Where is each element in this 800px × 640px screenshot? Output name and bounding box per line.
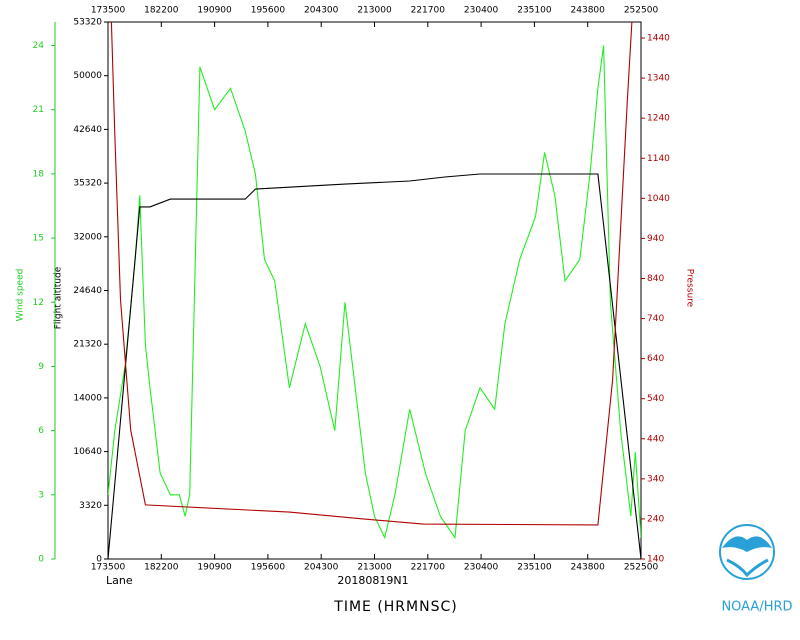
- annotation: Lane: [106, 574, 133, 587]
- pressure-axis-label: Pressure: [685, 269, 695, 308]
- x-tick-label-top: 243800: [571, 6, 606, 16]
- pressure-tick-label: 440: [647, 434, 664, 444]
- x-tick-label: 182200: [144, 563, 179, 573]
- x-tick-label: 213000: [357, 563, 392, 573]
- x-tick-label-top: 235100: [517, 6, 552, 16]
- x-tick-label: 195600: [251, 563, 286, 573]
- wind-tick-label: 21: [33, 105, 44, 115]
- pressure-tick-label: 1340: [647, 74, 670, 84]
- pressure-tick-label: 240: [647, 514, 664, 524]
- x-tick-label-top: 190900: [197, 6, 232, 16]
- wind-tick-label: 24: [33, 41, 45, 51]
- x-tick-label: 204300: [304, 563, 339, 573]
- x-tick-label-top: 230400: [464, 6, 499, 16]
- altitude-tick-label: 53320: [73, 18, 102, 28]
- pressure-tick-label: 340: [647, 474, 664, 484]
- x-tick-label-top: 204300: [304, 6, 339, 16]
- altitude-axis-label: Flight altitude: [54, 266, 64, 329]
- x-tick-label-top: 173500: [91, 6, 126, 16]
- x-tick-label-top: 182200: [144, 6, 179, 16]
- wind-tick-label: 6: [38, 426, 44, 436]
- x-tick-label: 173500: [91, 563, 126, 573]
- altitude-tick-label: 0: [96, 555, 102, 565]
- wind-tick-label: 9: [38, 362, 44, 372]
- pressure-tick-label: 1040: [647, 194, 670, 204]
- x-tick-label: 235100: [517, 563, 552, 573]
- x-tick-label: 243800: [571, 563, 606, 573]
- x-axis-label: TIME (HRMNSC): [333, 599, 457, 615]
- altitude-tick-label: 35320: [73, 179, 102, 189]
- series-line: [108, 45, 641, 540]
- altitude-tick-label: 21320: [73, 340, 102, 350]
- pressure-tick-label: 1140: [647, 154, 670, 164]
- plot-frame: [107, 21, 642, 560]
- wind-tick-label: 12: [33, 298, 44, 308]
- wind-tick-label: 18: [33, 169, 45, 179]
- credit: NOAA/HRD: [721, 600, 792, 615]
- altitude-tick-label: 10640: [73, 447, 102, 457]
- pressure-tick-label: 540: [647, 394, 664, 404]
- x-tick-label-top: 252500: [624, 6, 659, 16]
- x-tick-label: 190900: [197, 563, 232, 573]
- x-tick-label: 252500: [624, 563, 659, 573]
- x-tick-label: 230400: [464, 563, 499, 573]
- pressure-tick-label: 940: [647, 234, 664, 244]
- pressure-tick-label: 740: [647, 314, 664, 324]
- pressure-tick-label: 640: [647, 354, 664, 364]
- altitude-tick-label: 24640: [73, 286, 102, 296]
- series-line: [108, 173, 641, 559]
- pressure-tick-label: 840: [647, 274, 664, 284]
- wind-tick-label: 3: [38, 490, 44, 500]
- altitude-tick-label: 3320: [79, 501, 102, 511]
- pressure-tick-label: 1240: [647, 114, 670, 124]
- altitude-tick-label: 14000: [73, 393, 102, 403]
- altitude-tick-label: 32000: [73, 232, 102, 242]
- wind-tick-label: 15: [33, 234, 44, 244]
- series-line: [110, 22, 633, 526]
- plot-lines: [108, 22, 641, 559]
- x-tick-label: 221700: [411, 563, 446, 573]
- x-tick-label-top: 221700: [411, 6, 446, 16]
- x-tick-label-top: 195600: [251, 6, 286, 16]
- x-tick-label-top: 213000: [357, 6, 392, 16]
- subtitle: 20180819N1: [337, 574, 408, 587]
- noaa-logo: [719, 524, 775, 580]
- wind-axis-label: Wind speed: [16, 269, 26, 322]
- wind-tick-label: 0: [38, 555, 44, 565]
- altitude-tick-label: 42640: [73, 125, 102, 135]
- pressure-tick-label: 140: [647, 555, 664, 565]
- pressure-tick-label: 1440: [647, 34, 670, 44]
- altitude-tick-label: 50000: [73, 71, 102, 81]
